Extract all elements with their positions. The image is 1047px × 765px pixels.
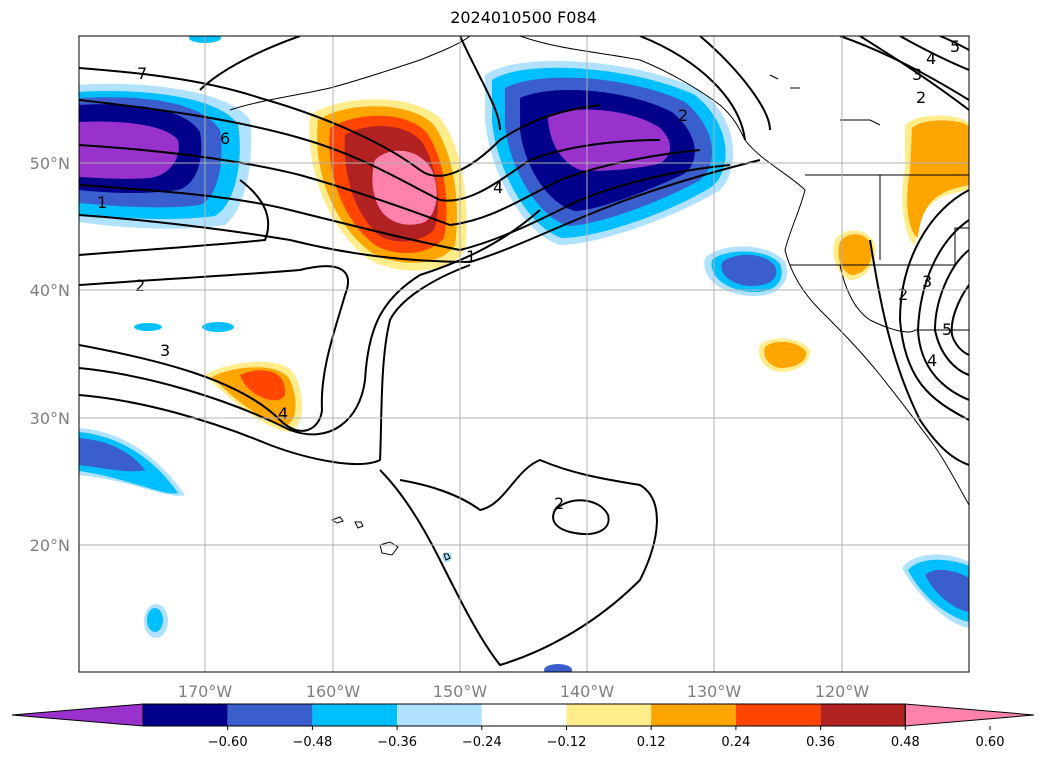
longitude-labels: 170°W 160°W 150°W 140°W 130°W 120°W (178, 682, 870, 701)
colorbar-extend-low (11, 703, 144, 727)
contour-label: 2 (678, 106, 688, 125)
contour-label: 2 (916, 88, 926, 107)
lon-label: 170°W (178, 682, 233, 701)
lat-label: 40°N (30, 281, 70, 300)
lon-label: 130°W (687, 682, 742, 701)
contour-label: 2 (554, 494, 564, 513)
colorbar-tick-label: −0.36 (377, 735, 417, 750)
contour-label: 6 (220, 129, 230, 148)
colorbar-segment (735, 704, 821, 726)
map-plot-area: 7 6 1 2 3 4 4 1 2 3 4 5 2 2 3 4 5 2 (79, 36, 969, 672)
colorbar-tick-label: 0.48 (891, 735, 920, 750)
contour-label: 5 (942, 320, 952, 339)
colorbar-segment (143, 704, 228, 726)
colorbar-tick-label: 0.60 (976, 735, 1005, 750)
colorbar-segment (227, 704, 313, 726)
contour-label: 7 (137, 64, 147, 83)
contour-label: 5 (950, 37, 960, 56)
colorbar-tick-label: −0.60 (208, 735, 248, 750)
lat-label: 20°N (30, 536, 70, 555)
lat-label: 30°N (30, 409, 70, 428)
lon-label: 120°W (815, 682, 870, 701)
colorbar: −0.60 −0.48 −0.36 −0.24 −0.12 0.12 0.24 0.36 0.4… (11, 703, 1035, 750)
colorbar-extend-high (904, 703, 1035, 727)
lat-label: 50°N (30, 154, 70, 173)
contour-label: 4 (927, 351, 937, 370)
map-frame (78, 35, 970, 673)
colorbar-tick-label: 0.12 (637, 735, 666, 750)
colorbar-segment (312, 704, 398, 726)
contour-labels: 7 6 1 2 3 4 4 1 2 3 4 5 2 2 3 4 5 2 (97, 37, 960, 513)
contour-label: 2 (135, 276, 145, 295)
contour-label: 4 (278, 404, 288, 423)
contour-label: 3 (922, 272, 932, 291)
colorbar-tick-label: 0.24 (721, 735, 750, 750)
colorbar-tick-label: 0.36 (806, 735, 835, 750)
contour-label: 1 (97, 193, 107, 212)
anomaly-shading (79, 36, 969, 672)
contour-label: 3 (160, 341, 170, 360)
colorbar-tick-label: −0.12 (547, 735, 587, 750)
lon-label: 150°W (433, 682, 488, 701)
colorbar-tick-label: −0.48 (292, 735, 332, 750)
colorbar-segment (820, 704, 906, 726)
latitude-labels: 50°N 40°N 30°N 20°N (30, 154, 70, 555)
colorbar-segment (481, 704, 567, 726)
contour-label: 1 (466, 247, 476, 266)
contour-label: 4 (926, 49, 936, 68)
lon-label: 160°W (306, 682, 361, 701)
colorbar-segment (566, 704, 652, 726)
contour-label: 2 (898, 285, 908, 304)
contour-label: 4 (493, 178, 503, 197)
lon-label: 140°W (560, 682, 615, 701)
height-contours (79, 36, 969, 667)
colorbar-frame (142, 703, 906, 727)
colorbar-segment (651, 704, 736, 726)
coastlines (229, 36, 969, 561)
colorbar-tick-label: −0.24 (462, 735, 502, 750)
map-title: 2024010500 F084 (450, 8, 597, 27)
contour-label: 3 (912, 65, 922, 84)
gridlines (79, 36, 969, 672)
colorbar-segment (397, 704, 482, 726)
